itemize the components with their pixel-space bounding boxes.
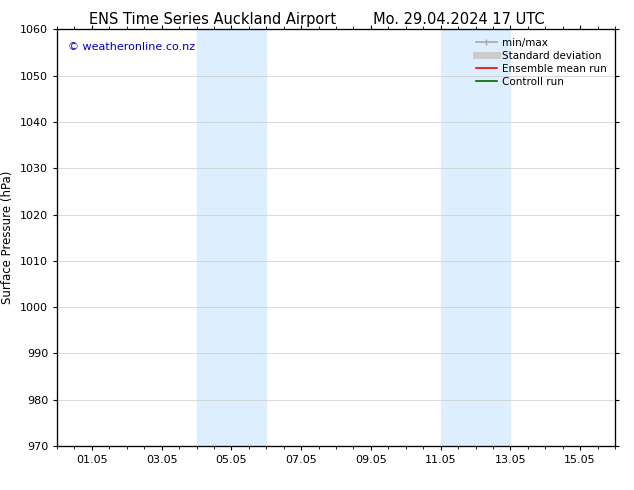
Bar <box>197 29 266 446</box>
Legend: min/max, Standard deviation, Ensemble mean run, Controll run: min/max, Standard deviation, Ensemble me… <box>473 35 610 90</box>
Y-axis label: Surface Pressure (hPa): Surface Pressure (hPa) <box>1 171 15 304</box>
Text: ENS Time Series Auckland Airport        Mo. 29.04.2024 17 UTC: ENS Time Series Auckland Airport Mo. 29.… <box>89 12 545 27</box>
Bar <box>441 29 510 446</box>
Text: © weatheronline.co.nz: © weatheronline.co.nz <box>68 42 195 52</box>
